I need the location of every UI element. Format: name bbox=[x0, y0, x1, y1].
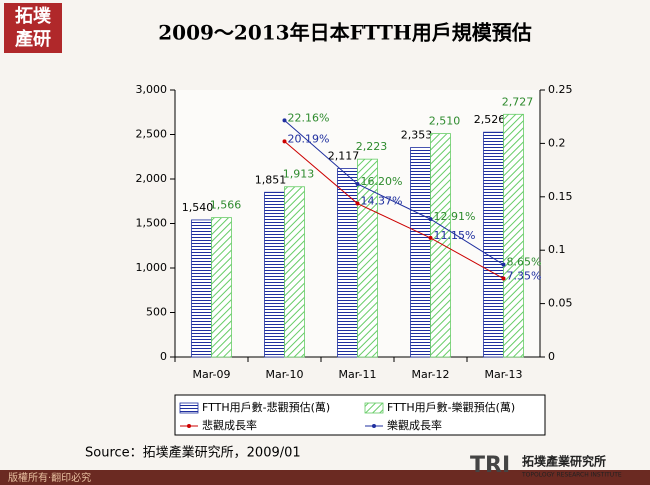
bar bbox=[284, 186, 305, 358]
line-marker bbox=[501, 262, 506, 267]
y2-tick-label: 0.1 bbox=[548, 243, 566, 256]
bar bbox=[264, 191, 285, 358]
line bbox=[284, 119, 504, 266]
legend-label: FTTH用戶數-樂觀預估(萬) bbox=[387, 400, 515, 414]
legend-swatch bbox=[187, 424, 191, 428]
line-marker bbox=[282, 118, 287, 123]
bar-value-label: 1,540 bbox=[182, 201, 214, 214]
bar bbox=[503, 113, 524, 358]
line-value-label: 16.20% bbox=[361, 175, 403, 188]
y-tick-label: 1,500 bbox=[136, 217, 168, 230]
legend-swatch bbox=[364, 402, 384, 414]
logo-text: 產研 bbox=[15, 28, 51, 50]
line-marker bbox=[282, 139, 287, 144]
line-value-label: 22.16% bbox=[288, 111, 330, 124]
logo-text: 拓墣 bbox=[15, 5, 51, 27]
y2-tick-label: 0.05 bbox=[548, 297, 573, 310]
bar bbox=[357, 158, 378, 358]
y-tick-label: 0 bbox=[160, 350, 167, 363]
legend-swatch bbox=[372, 424, 376, 428]
bar-value-label: 2,526 bbox=[474, 113, 506, 126]
y2-tick-label: 0.15 bbox=[548, 190, 573, 203]
bar bbox=[410, 147, 431, 358]
line-marker bbox=[501, 276, 506, 281]
logo-english: TOPOLOGY RESEARCH INSTITUTE bbox=[521, 472, 622, 479]
y2-tick-label: 0.2 bbox=[548, 136, 566, 149]
line bbox=[284, 140, 504, 279]
line-marker bbox=[355, 201, 360, 206]
logo-name: 拓墣產業研究所 bbox=[522, 454, 606, 469]
x-tick-label: Mar-10 bbox=[265, 368, 303, 381]
line-value-label: 14.37% bbox=[361, 195, 403, 208]
bar bbox=[430, 133, 451, 358]
y-tick-label: 3,000 bbox=[136, 83, 168, 96]
bar bbox=[337, 168, 358, 358]
line-value-label: 8.65% bbox=[507, 256, 542, 269]
bar-value-label: 2,353 bbox=[401, 129, 433, 142]
logo-mark: TRI bbox=[470, 453, 510, 478]
line-value-label: 12.91% bbox=[434, 210, 476, 223]
bar-value-label: 2,510 bbox=[429, 115, 461, 128]
x-tick-label: Mar-09 bbox=[192, 368, 230, 381]
y-tick-label: 2,500 bbox=[136, 128, 168, 141]
legend-box bbox=[174, 394, 546, 436]
line-marker bbox=[428, 235, 433, 240]
x-tick-label: Mar-11 bbox=[338, 368, 376, 381]
x-tick-label: Mar-13 bbox=[484, 368, 522, 381]
legend-swatch bbox=[179, 402, 199, 414]
line-value-label: 11.15% bbox=[434, 229, 476, 242]
legend-label: 悲觀成長率 bbox=[202, 418, 257, 432]
bar bbox=[211, 217, 232, 358]
legend-label: 樂觀成長率 bbox=[387, 418, 442, 432]
bar-value-label: 2,727 bbox=[502, 95, 534, 108]
y2-tick-label: 0.25 bbox=[548, 83, 573, 96]
logo-block bbox=[4, 3, 62, 53]
y-tick-label: 2,000 bbox=[136, 172, 168, 185]
footer-bar bbox=[0, 470, 650, 485]
legend-label: FTTH用戶數-悲觀預估(萬) bbox=[202, 400, 330, 414]
line-marker bbox=[428, 217, 433, 222]
y-tick-label: 500 bbox=[146, 306, 167, 319]
bar-value-label: 2,223 bbox=[356, 140, 388, 153]
footer-text: 版權所有‧翻印必究 bbox=[8, 471, 91, 484]
bar bbox=[483, 131, 504, 358]
bar bbox=[191, 219, 212, 358]
bar-value-label: 1,913 bbox=[283, 168, 315, 181]
line-marker bbox=[355, 181, 360, 186]
chart-title: 2009～2013年日本FTTH用戶規模預估 bbox=[158, 21, 531, 45]
line-value-label: 20.19% bbox=[288, 132, 330, 145]
line-value-label: 7.35% bbox=[507, 270, 542, 283]
bar-value-label: 1,851 bbox=[255, 173, 287, 186]
y-tick-label: 1,000 bbox=[136, 261, 168, 274]
bar-value-label: 2,117 bbox=[328, 150, 360, 163]
x-tick-label: Mar-12 bbox=[411, 368, 449, 381]
bar-value-label: 1,566 bbox=[210, 199, 242, 212]
y2-tick-label: 0 bbox=[548, 350, 555, 363]
source: Source：拓墣產業研究所，2009/01 bbox=[85, 445, 301, 461]
